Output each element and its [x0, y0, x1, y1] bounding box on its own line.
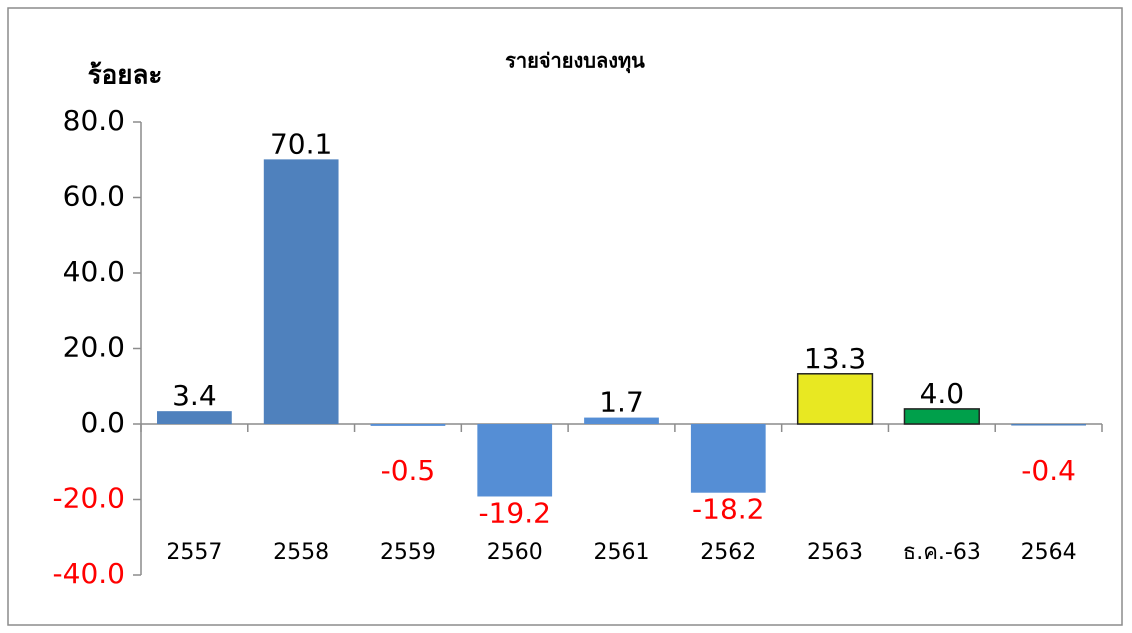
x-tick-label: 2560: [487, 540, 543, 565]
value-label: -0.4: [1021, 454, 1076, 487]
value-label: -18.2: [692, 493, 764, 526]
bar: [796, 373, 874, 425]
value-label: 3.4: [172, 379, 217, 412]
x-tick-label: 2558: [273, 540, 329, 565]
chart-border: [7, 7, 1123, 626]
bar: [903, 408, 980, 425]
x-tick-label: 2561: [594, 540, 650, 565]
x-tick-label: 2557: [166, 540, 222, 565]
x-tick-label: 2559: [380, 540, 436, 565]
bar: [1011, 424, 1086, 426]
x-tick-label: 2562: [700, 540, 756, 565]
y-axis-label: ร้อยละ: [88, 61, 163, 91]
x-tick-label: ธ.ค.-63: [903, 540, 981, 565]
x-tick-label: 2564: [1021, 540, 1077, 565]
bar: [370, 424, 446, 426]
y-tick-label: 60.0: [63, 180, 125, 213]
value-label: -19.2: [478, 496, 550, 529]
bar: [263, 159, 339, 424]
y-tick-label: 0.0: [80, 406, 125, 439]
value-label: 70.1: [270, 127, 332, 160]
y-tick-label: 80.0: [63, 104, 125, 137]
x-tick-label: 2563: [807, 540, 863, 565]
bar: [584, 417, 659, 424]
value-label: 4.0: [920, 377, 965, 410]
chart-title: รายจ่ายงบลงทุน: [505, 49, 645, 74]
y-tick-label: 20.0: [63, 331, 125, 364]
bar: [690, 424, 766, 493]
y-tick-label: 40.0: [63, 255, 125, 288]
value-label: 1.7: [599, 386, 644, 419]
bar: [477, 424, 553, 497]
y-tick-label: -20.0: [53, 482, 125, 515]
y-tick-label: -40.0: [53, 557, 125, 590]
bar: [157, 411, 232, 424]
value-label: -0.5: [381, 454, 436, 487]
value-label: 13.3: [804, 342, 866, 375]
